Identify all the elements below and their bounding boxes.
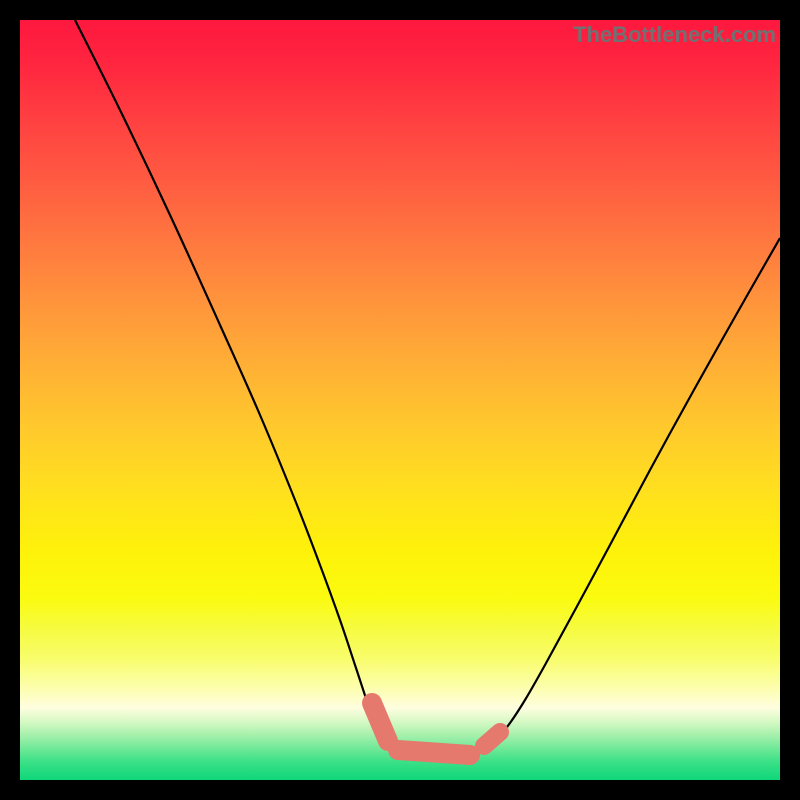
optimal-range-marker xyxy=(372,703,388,741)
optimal-range-marker xyxy=(398,750,470,755)
curve-layer xyxy=(20,20,780,780)
watermark-text: TheBottleneck.com xyxy=(573,22,776,48)
bottleneck-curve xyxy=(75,20,780,760)
optimal-range-marker xyxy=(484,732,500,746)
plot-area xyxy=(20,20,780,780)
